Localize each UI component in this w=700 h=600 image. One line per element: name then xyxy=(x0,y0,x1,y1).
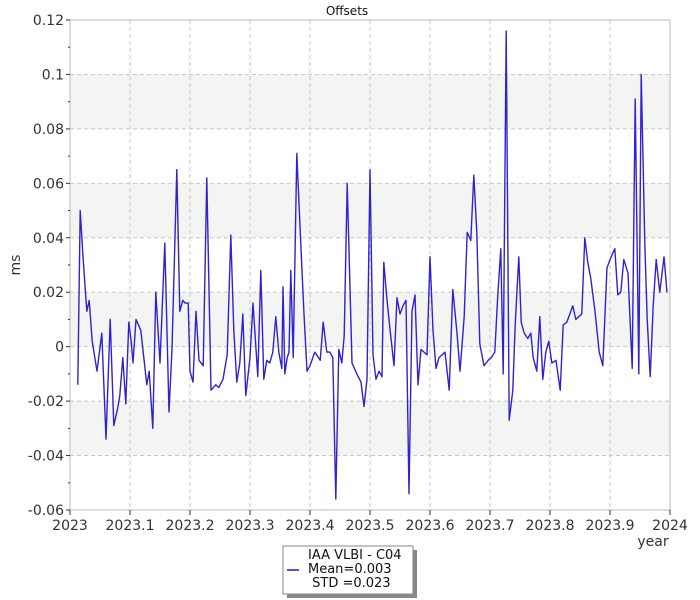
chart-title: Offsets xyxy=(326,4,368,18)
x-tick-label: 2023.9 xyxy=(586,518,635,534)
x-tick-label: 2023.3 xyxy=(226,518,275,534)
x-tick-label: 2023.8 xyxy=(526,518,575,534)
y-tick-label: 0.06 xyxy=(33,176,64,192)
x-tick-label: 2023.2 xyxy=(166,518,215,534)
legend-std: STD =0.023 xyxy=(308,576,391,591)
y-tick-label: 0.04 xyxy=(33,231,64,247)
series-line-iaa-vlbi-c04 xyxy=(77,30,668,500)
x-tick-label: 2023.5 xyxy=(346,518,395,534)
y-tick-label: 0.1 xyxy=(42,67,64,83)
legend-mean: Mean=0.003 xyxy=(308,562,392,577)
y-tick-label: 0.12 xyxy=(33,13,64,29)
y-tick-label: -0.04 xyxy=(28,449,64,465)
y-axis-label: ms xyxy=(8,255,24,276)
y-tick-label: -0.02 xyxy=(28,394,64,410)
x-tick-label: 2023.1 xyxy=(106,518,155,534)
x-tick-label: 2024 xyxy=(652,518,688,534)
y-tick-label: 0.08 xyxy=(33,122,64,138)
y-tick-label: 0.02 xyxy=(33,285,64,301)
legend: IAA VLBI - C04 Mean=0.003 STD =0.023 xyxy=(282,545,417,598)
x-tick-label: 2023 xyxy=(52,518,88,534)
y-tick-label: -0.06 xyxy=(28,503,64,519)
legend-box xyxy=(282,545,414,595)
y-axis-ticks: -0.06 -0.04 -0.02 0 0.02 0.04 0.06 0.08 0.1 0.12 xyxy=(28,13,70,519)
x-tick-label: 2023.6 xyxy=(406,518,455,534)
y-tick-label: 0 xyxy=(55,340,64,356)
x-axis-ticks: 2023 2023.1 2023.2 2023.3 2023.4 2023.5 2023.6… xyxy=(52,510,688,534)
x-axis-label: year xyxy=(637,534,668,550)
x-tick-label: 2023.4 xyxy=(286,518,335,534)
legend-entry-name: IAA VLBI - C04 xyxy=(308,548,402,563)
x-tick-label: 2023.7 xyxy=(466,518,515,534)
